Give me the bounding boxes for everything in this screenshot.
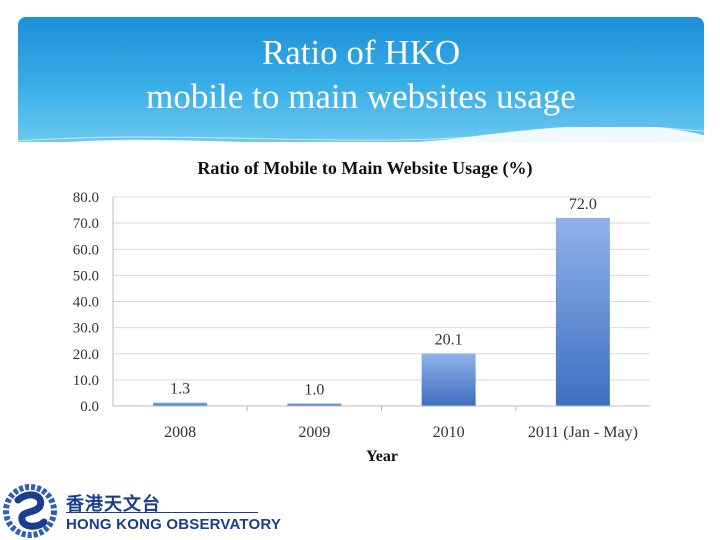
y-tick-label: 30.0 bbox=[73, 321, 99, 337]
logo-english-text: HONG KONG OBSERVATORY bbox=[66, 516, 282, 533]
data-label: 1.0 bbox=[304, 381, 324, 398]
slide-title-line2: mobile to main websites usage bbox=[146, 77, 576, 116]
title-banner: Ratio of HKO mobile to main websites usa… bbox=[18, 17, 704, 142]
data-label: 1.3 bbox=[170, 381, 190, 398]
logo-divider bbox=[66, 512, 258, 513]
y-tick-label: 20.0 bbox=[73, 347, 99, 363]
slide-title-line1: Ratio of HKO bbox=[261, 33, 461, 72]
bar bbox=[153, 402, 208, 406]
y-tick-label: 10.0 bbox=[73, 373, 99, 389]
bar bbox=[421, 353, 476, 406]
x-axis: 2008 2009 2010 2011 (Jan - May) bbox=[113, 405, 650, 441]
hko-logo-icon bbox=[3, 484, 57, 538]
chart-title: Ratio of Mobile to Main Website Usage (%… bbox=[197, 158, 532, 179]
y-tick-label: 40.0 bbox=[73, 295, 99, 311]
slide-title: Ratio of HKO mobile to main websites usa… bbox=[18, 31, 704, 119]
bar-chart: Ratio of Mobile to Main Website Usage (%… bbox=[73, 158, 650, 465]
x-tick-label: 2008 bbox=[164, 424, 196, 441]
data-label: 20.1 bbox=[435, 331, 463, 348]
banner-wave-decoration bbox=[18, 127, 704, 142]
y-tick-label: 70.0 bbox=[73, 216, 99, 232]
x-tick-label: 2011 (Jan - May) bbox=[528, 424, 638, 441]
logo-chinese-text: 香港天文台 bbox=[66, 494, 161, 515]
x-tick-label: 2009 bbox=[298, 424, 330, 441]
x-tick-label: 2010 bbox=[433, 424, 465, 441]
y-axis: 0.0 10.0 20.0 30.0 40.0 50.0 60.0 70.0 80.0 bbox=[73, 190, 114, 415]
y-tick-label: 60.0 bbox=[73, 242, 99, 258]
bar bbox=[287, 403, 342, 406]
x-axis-title: Year bbox=[366, 448, 398, 465]
y-tick-label: 80.0 bbox=[73, 190, 99, 206]
y-tick-label: 0.0 bbox=[80, 399, 99, 415]
y-tick-label: 50.0 bbox=[73, 268, 99, 284]
bar bbox=[555, 217, 610, 406]
data-label: 72.0 bbox=[569, 196, 597, 213]
bars: 1.3 1.0 20.1 72.0 bbox=[153, 196, 610, 406]
